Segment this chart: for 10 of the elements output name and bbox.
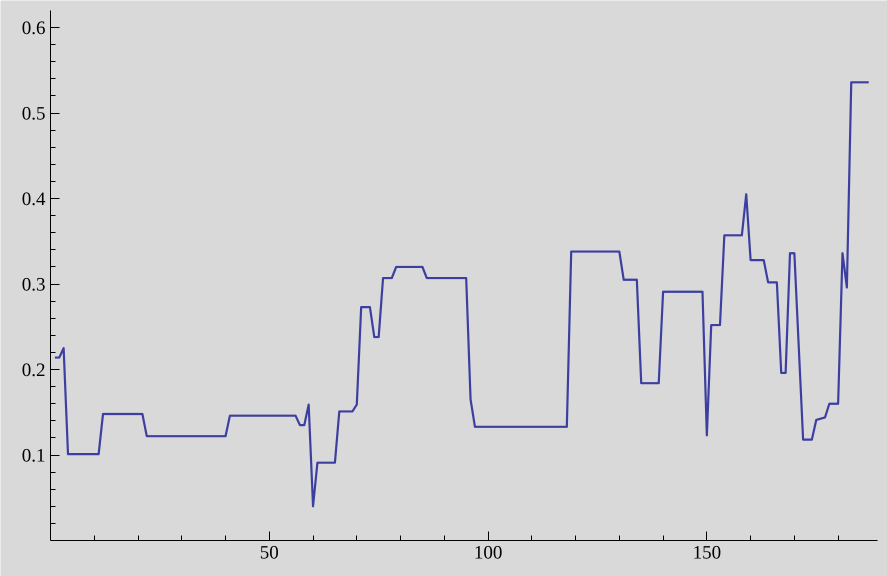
y-tick-label: 0.5 xyxy=(22,104,46,125)
y-tick-label: 0.2 xyxy=(22,360,46,382)
y-tick-label: 0.6 xyxy=(22,18,46,40)
y-tick-label: 0.1 xyxy=(22,446,46,467)
y-tick-label: 0.4 xyxy=(22,189,46,210)
line-series xyxy=(54,81,870,508)
x-tick-label: 100 xyxy=(474,542,502,564)
x-tick-label: 150 xyxy=(692,542,722,564)
x-tick-label: 50 xyxy=(260,542,279,564)
y-tick-label: 0.3 xyxy=(22,274,46,296)
